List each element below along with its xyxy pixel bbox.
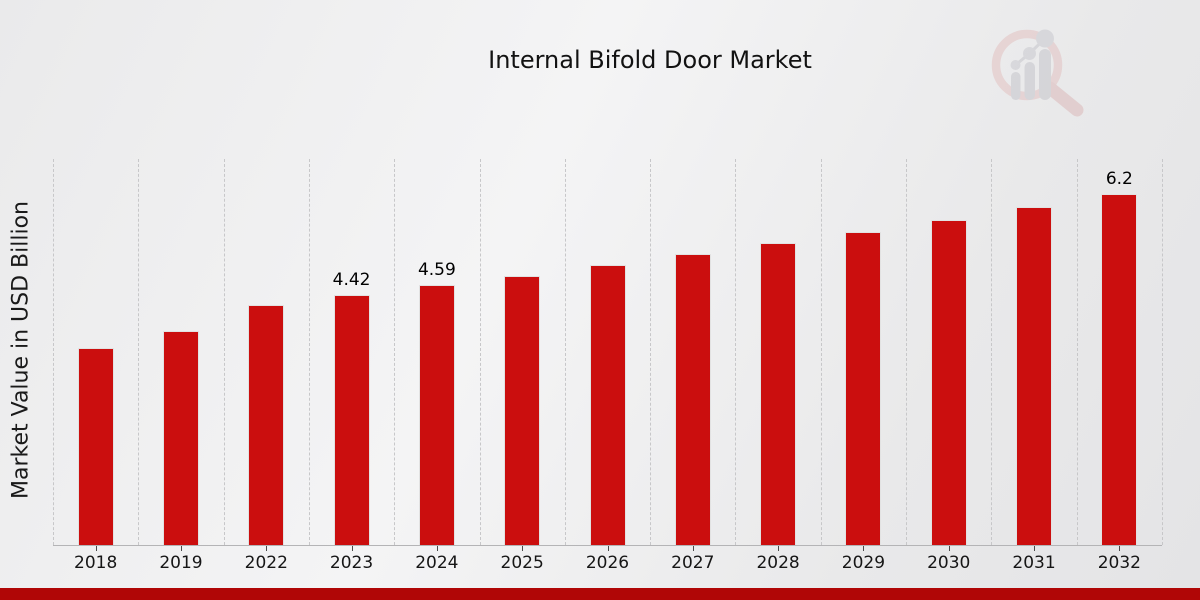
bar — [418, 285, 455, 545]
gridline — [735, 159, 737, 545]
bar — [162, 331, 199, 545]
logo-bar-small-icon — [1011, 72, 1021, 100]
gridline — [906, 159, 908, 545]
x-tick-label: 2030 — [927, 553, 971, 573]
x-tick-label: 2026 — [585, 553, 630, 573]
x-tick-label: 2019 — [159, 553, 203, 573]
gridline — [479, 159, 481, 545]
logo-bar-medium-icon — [1024, 62, 1035, 100]
bar — [589, 264, 626, 545]
gridline — [53, 159, 54, 545]
x-axis-tick — [522, 546, 524, 551]
bar — [930, 220, 967, 545]
x-tick-label: 2029 — [841, 553, 886, 573]
logo-dot-large-icon — [1036, 29, 1054, 48]
gridline — [820, 159, 822, 545]
x-tick-label: 2018 — [74, 553, 118, 573]
bar — [77, 348, 114, 545]
bar — [760, 242, 797, 545]
x-axis-tick — [778, 546, 780, 551]
gridline — [308, 159, 310, 545]
x-tick-label: 2022 — [244, 553, 288, 573]
x-tick-label: 2028 — [756, 553, 800, 573]
x-axis-line — [53, 545, 1162, 546]
x-axis-tick — [948, 546, 950, 551]
footer-bar — [0, 588, 1200, 600]
gridline — [650, 159, 652, 545]
brand-logo — [991, 29, 1084, 117]
logo-dot-medium-icon — [1023, 47, 1036, 60]
gridline — [991, 159, 993, 545]
bar — [504, 276, 541, 545]
bar — [333, 294, 370, 545]
x-axis-tick — [863, 546, 865, 551]
chart-title: Internal Bifold Door Market — [488, 46, 812, 74]
bar-value-label: 6.2 — [1105, 169, 1133, 190]
bar — [1016, 207, 1053, 545]
x-tick-label: 2023 — [329, 553, 374, 573]
bar — [248, 305, 285, 545]
gridline — [1076, 159, 1078, 545]
gridline — [564, 159, 566, 545]
bar — [674, 254, 711, 545]
x-tick-label: 2027 — [671, 553, 715, 573]
gridline — [1162, 159, 1163, 545]
x-axis-tick — [607, 546, 609, 551]
gridline — [138, 159, 140, 545]
gridline — [223, 159, 225, 545]
x-axis-tick — [180, 546, 182, 551]
x-axis-tick — [436, 546, 438, 551]
bar — [1101, 194, 1138, 545]
x-axis-tick — [351, 546, 353, 551]
bar-value-label: 4.42 — [332, 269, 371, 290]
magnifier-growth-chart-icon — [991, 29, 1084, 117]
gridline — [394, 159, 396, 545]
magnifier-handle-icon — [1043, 81, 1084, 117]
x-tick-label: 2032 — [1097, 553, 1141, 573]
x-axis-tick — [266, 546, 268, 551]
bar-value-label: 4.59 — [417, 260, 456, 281]
logo-bar-large-icon — [1039, 49, 1051, 100]
x-axis-tick — [692, 546, 694, 551]
x-tick-label: 2031 — [1012, 553, 1056, 573]
bar — [845, 232, 882, 545]
x-axis-tick — [95, 546, 97, 551]
logo-dot-small-icon — [1010, 60, 1021, 70]
x-axis-tick — [1034, 546, 1036, 551]
x-tick-label: 2024 — [415, 553, 459, 573]
x-axis-tick — [1119, 546, 1121, 551]
x-tick-label: 2025 — [500, 553, 544, 573]
